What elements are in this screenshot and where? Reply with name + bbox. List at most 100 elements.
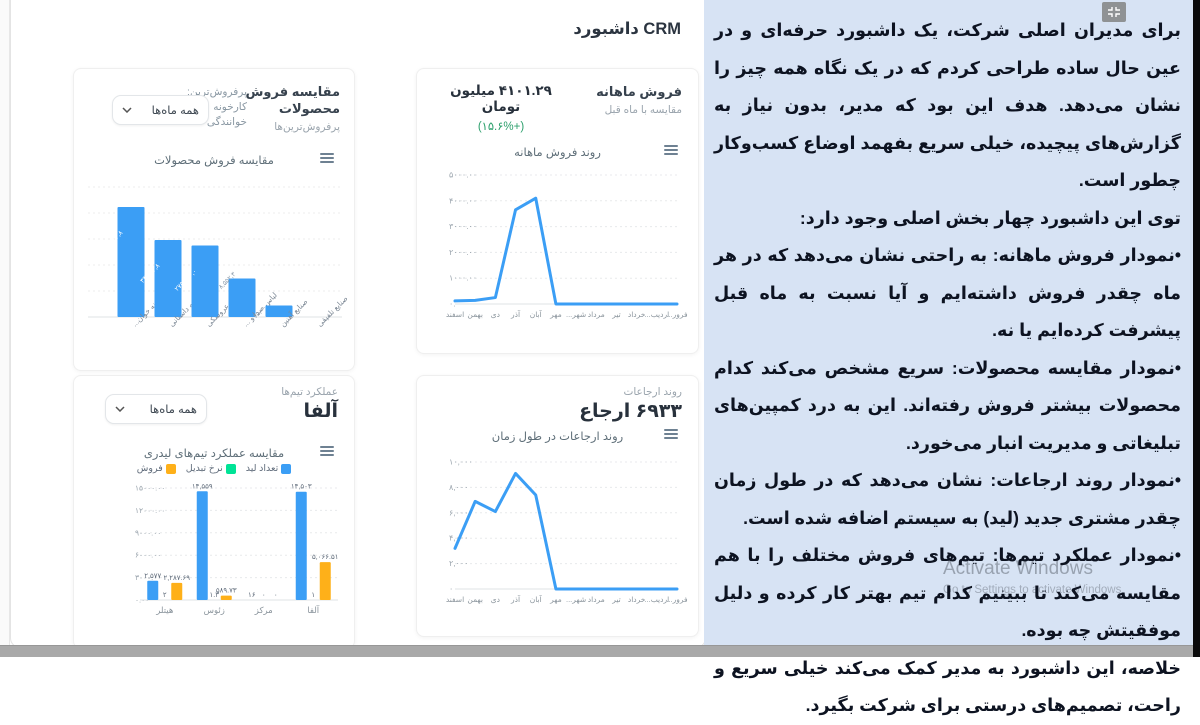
screen-edge: [1193, 0, 1200, 657]
dashboard-panel: داشبورد CRM مقایسه فروش محصولات پرفروش‌ت…: [10, 0, 706, 649]
svg-text:مرداد: مرداد: [588, 310, 605, 319]
monthly-delta-badge: (+۱۵.۶%): [477, 121, 525, 133]
panel-paragraph: •نمودار روند ارجاعات: نشان می‌دهد که در …: [714, 470, 1181, 528]
svg-text:۵۸۹.۷۳: ۵۸۹.۷۳: [216, 588, 237, 595]
svg-text:۰: ۰: [262, 592, 266, 599]
legend-item-leads: تعداد لید: [246, 463, 292, 474]
svg-text:دی: دی: [491, 595, 500, 604]
legend-swatch-green: [225, 463, 236, 474]
svg-text:مرکز: مرکز: [254, 605, 273, 615]
card-monthly-sales: فروش ماهانه مقایسه با ماه قبل ۴۱۰۱.۲۹ می…: [416, 68, 699, 354]
svg-text:خرداد: خرداد: [628, 310, 646, 319]
top-team-name: آلفا: [303, 401, 338, 422]
svg-text:مرداد: مرداد: [588, 595, 605, 604]
chart-menu-icon[interactable]: [320, 446, 334, 457]
svg-text:۰: ۰: [274, 592, 278, 599]
svg-text:۲۰۰۰.۰۰: ۲۰۰۰.۰۰: [449, 248, 477, 257]
svg-text:آذر: آذر: [510, 309, 521, 319]
fullscreen-toggle-icon[interactable]: [1102, 2, 1126, 22]
svg-text:۲,۵۷۷: ۲,۵۷۷: [144, 573, 161, 580]
product-card-title: مقایسه فروش محصولات پرفروش‌ترین‌ها: [245, 84, 340, 133]
teams-legend: تعداد لید نرخ تبدیل فروش: [74, 463, 354, 474]
teams-grouped-bar-chart: ۱۵۰۰۰.۰۰۱۲۰۰۰.۰۰۹۰۰۰.۰۰۶۰۰۰.۰۰۳۰۰۰.۰۰۰.۰…: [135, 483, 338, 615]
card-team-performance: عملکرد تیم‌ها آلفا همه ماه‌ها مقایسه عمل…: [73, 375, 355, 649]
svg-text:آبان: آبان: [530, 309, 543, 319]
svg-text:۱۵۰۰۰.۰۰: ۱۵۰۰۰.۰۰: [135, 484, 165, 493]
svg-text:بهمن: بهمن: [467, 310, 483, 319]
svg-text:۲,۰۰۰: ۲,۰۰۰: [449, 559, 468, 568]
svg-text:فرور...: فرور...: [666, 595, 688, 604]
bottom-scrollbar[interactable]: [0, 645, 1200, 657]
legend-swatch-blue: [281, 463, 292, 474]
legend-item-sales: فروش: [137, 463, 176, 474]
referrals-card-title: روند ارجاعات ۶۹۳۳ ارجاع: [579, 386, 682, 422]
teams-card-title: عملکرد تیم‌ها آلفا: [281, 386, 338, 422]
chart-menu-icon[interactable]: [664, 145, 678, 156]
card-product-comparison: مقایسه فروش محصولات پرفروش‌ترین‌ها پرفرو…: [73, 68, 355, 371]
svg-text:بهمن: بهمن: [467, 595, 483, 604]
svg-text:مهر: مهر: [549, 310, 562, 319]
svg-text:۱: ۱: [311, 592, 315, 599]
monthly-chart-title: روند فروش ماهانه: [514, 147, 601, 159]
svg-text:شهر...: شهر...: [566, 310, 586, 319]
svg-text:۱۴,۵۰۳: ۱۴,۵۰۳: [291, 484, 312, 491]
svg-text:۱۲۰۰۰.۰۰: ۱۲۰۰۰.۰۰: [135, 506, 165, 515]
legend-swatch-orange: [165, 463, 176, 474]
monthly-amount-block: ۴۱۰۱.۲۹ میلیون تومان (+۱۵.۶%): [445, 83, 557, 133]
svg-text:۱۴,۵۵۹: ۱۴,۵۵۹: [192, 483, 213, 490]
svg-text:اسفند: اسفند: [446, 310, 464, 319]
svg-text:۱.۳: ۱.۳: [210, 592, 220, 599]
svg-text:۰: ۰: [449, 585, 453, 594]
chart-menu-icon[interactable]: [664, 429, 678, 440]
svg-text:۳۰۰۰.۰۰: ۳۰۰۰.۰۰: [449, 222, 477, 231]
products-chart-title: مقایسه فروش محصولات: [154, 155, 274, 167]
svg-text:۵۰۰۰.۰۰: ۵۰۰۰.۰۰: [449, 171, 477, 180]
svg-text:۲: ۲: [163, 592, 167, 599]
svg-text:شهر...: شهر...: [566, 595, 586, 604]
svg-text:۳۰۰۰.۰۰: ۳۰۰۰.۰۰: [135, 573, 161, 582]
legend-item-conversion: نرخ تبدیل: [186, 463, 236, 474]
activate-windows-watermark: Activate Windows Go to Settings to activ…: [943, 558, 1122, 596]
svg-text:اردیب...: اردیب...: [644, 595, 669, 604]
panel-paragraph: •نمودار فروش ماهانه: به راحتی نشان می‌ده…: [714, 245, 1181, 340]
svg-text:۵,۰۶۶.۵۱: ۵,۰۶۶.۵۱: [312, 554, 338, 561]
panel-paragraph: توی این داشبورد چهار بخش اصلی وجود دارد:: [799, 207, 1181, 228]
card-referrals: روند ارجاعات ۶۹۳۳ ارجاع روند ارجاعات در …: [416, 375, 699, 637]
panel-paragraph: •نمودار مقایسه محصولات: سریع مشخص می‌کند…: [714, 357, 1181, 453]
panel-paragraph: •نمودار عملکرد تیم‌ها: تیم‌های فروش مختل…: [714, 545, 1182, 640]
products-filter-label: همه ماه‌ها: [151, 105, 199, 117]
svg-text:زئوس: زئوس: [204, 605, 225, 615]
svg-text:۹۰۰۰.۰۰: ۹۰۰۰.۰۰: [135, 528, 161, 537]
product-card-subtitle: پرفروش‌ترین‌ها: [274, 121, 340, 133]
svg-text:صنایع تلفیقی: صنایع تلفیقی: [315, 294, 349, 328]
svg-text:فرور...: فرور...: [666, 310, 688, 319]
panel-paragraph: برای مدیران اصلی شرکت، یک داشبورد حرفه‌ا…: [714, 20, 1181, 190]
products-months-filter-dropdown[interactable]: همه ماه‌ها: [112, 95, 209, 125]
teams-months-filter-dropdown[interactable]: همه ماه‌ها: [105, 394, 207, 424]
teams-chart-title: مقایسه عملکرد تیم‌های لیدری: [143, 448, 285, 460]
svg-text:آلفا: آلفا: [307, 604, 319, 615]
svg-text:۲,۲۸۷.۶۹: ۲,۲۸۷.۶۹: [164, 575, 191, 582]
chart-menu-icon[interactable]: [320, 153, 334, 164]
svg-text:۴۰۰۰.۰۰: ۴۰۰۰.۰۰: [449, 196, 477, 205]
svg-text:تیر: تیر: [611, 595, 621, 604]
svg-text:اسفند: اسفند: [446, 595, 464, 604]
explanation-panel: Activate Windows Go to Settings to activ…: [704, 0, 1193, 715]
svg-text:۱۰۰۰.۰۰: ۱۰۰۰.۰۰: [449, 274, 477, 283]
svg-text:۸,۰۰۰: ۸,۰۰۰: [449, 483, 468, 492]
svg-text:۶۰۰۰.۰۰: ۶۰۰۰.۰۰: [135, 551, 161, 560]
page-title: داشبورد CRM: [573, 20, 681, 38]
svg-text:خرداد: خرداد: [628, 595, 646, 604]
referrals-chart-title: روند ارجاعات در طول زمان: [491, 431, 624, 443]
monthly-card-title: فروش ماهانه مقایسه با ماه قبل: [596, 84, 682, 116]
svg-text:آبان: آبان: [530, 594, 543, 604]
monthly-sales-line-chart: ۵۰۰۰.۰۰۴۰۰۰.۰۰۳۰۰۰.۰۰۲۰۰۰.۰۰۱۰۰۰.۰۰۰.۰۰ا…: [446, 171, 688, 320]
svg-text:تیر: تیر: [611, 310, 621, 319]
left-scrollbar[interactable]: [0, 0, 10, 657]
svg-text:آذر: آذر: [510, 594, 521, 604]
panel-paragraph: خلاصه، این داشبورد به مدیر کمک می‌کند خی…: [714, 657, 1181, 716]
svg-text:۱۶: ۱۶: [248, 592, 256, 599]
svg-text:۱۰,۰۰۰: ۱۰,۰۰۰: [449, 458, 473, 467]
